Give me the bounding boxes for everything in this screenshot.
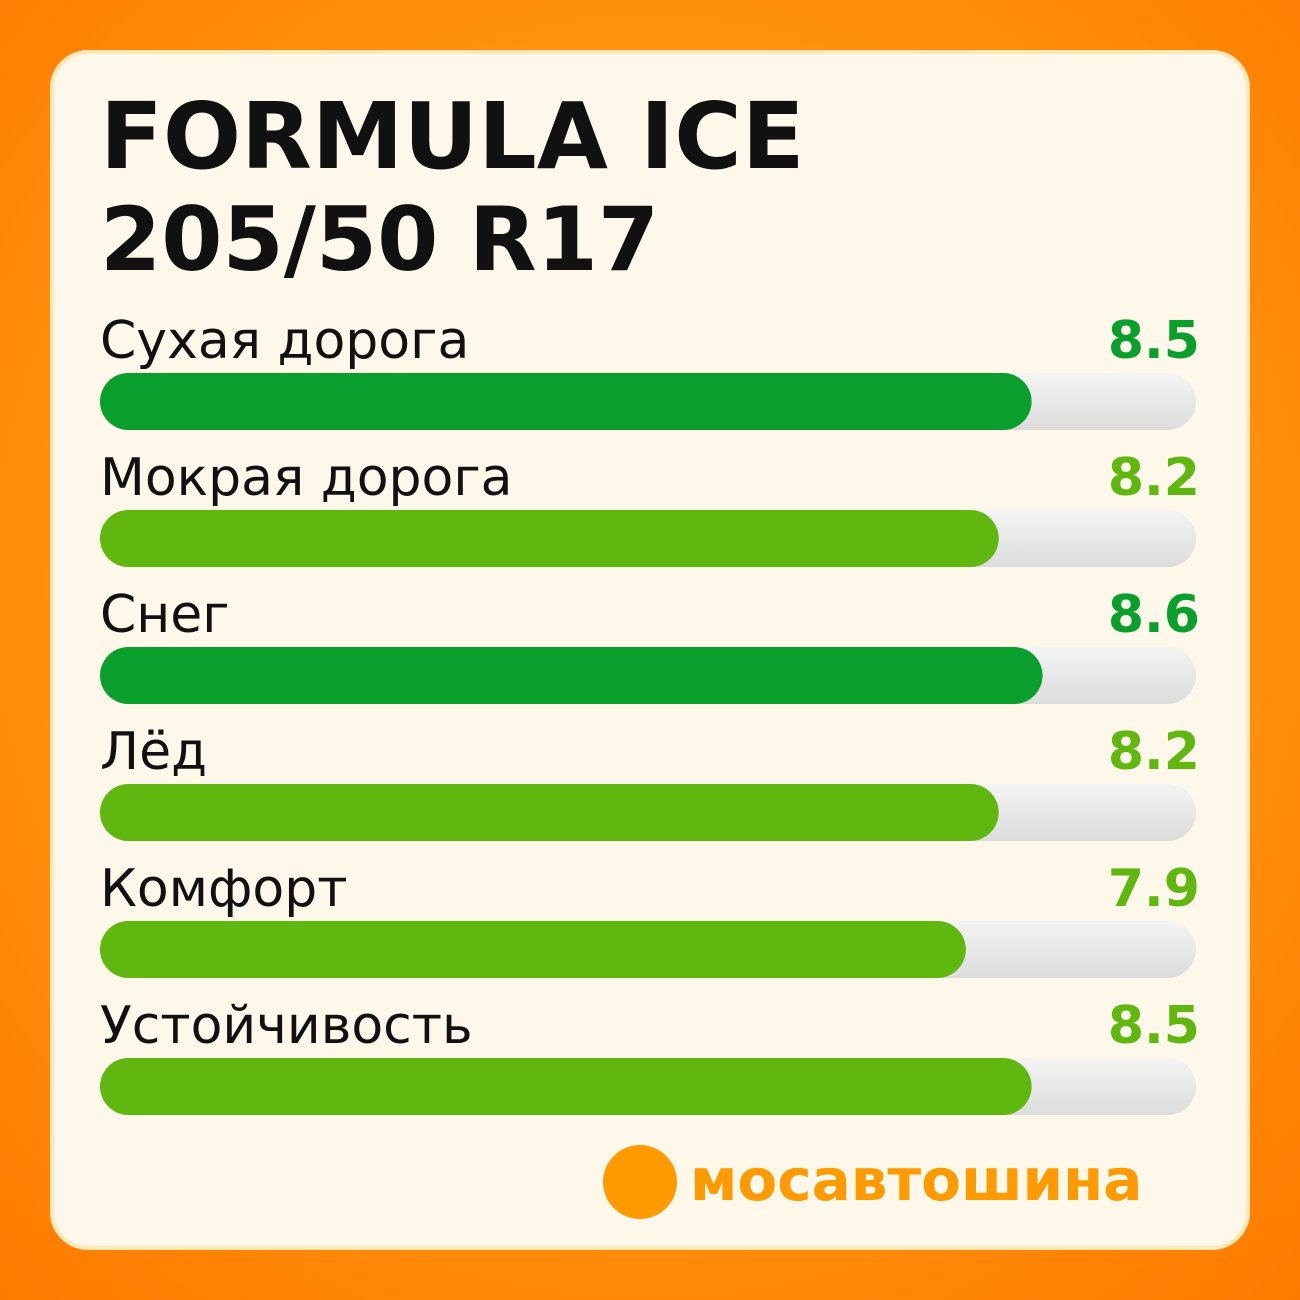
brand-name: мосавтошина <box>690 1146 1142 1214</box>
bar <box>100 784 999 841</box>
bar <box>100 921 966 978</box>
brand-logo <box>603 1145 677 1219</box>
value-label: 8.5 <box>1108 311 1200 371</box>
value-label: 8.5 <box>1108 996 1200 1056</box>
category-label: Сухая дорога <box>100 311 469 371</box>
value-label: 8.2 <box>1108 448 1200 508</box>
bar <box>100 510 999 567</box>
category-label: Устойчивость <box>100 996 473 1056</box>
category-label: Мокрая дорога <box>100 448 513 508</box>
category-label: Снег <box>100 585 230 645</box>
subtitle: 205/50 R17 <box>100 188 659 291</box>
bar <box>100 373 1032 430</box>
bar <box>100 1058 1032 1115</box>
value-label: 8.2 <box>1108 722 1200 782</box>
category-label: Лёд <box>100 722 207 782</box>
value-label: 7.9 <box>1108 859 1200 919</box>
title: FORMULA ICE <box>100 83 805 190</box>
value-label: 8.6 <box>1108 585 1200 645</box>
bar <box>100 647 1043 704</box>
category-label: Комфорт <box>100 859 348 919</box>
